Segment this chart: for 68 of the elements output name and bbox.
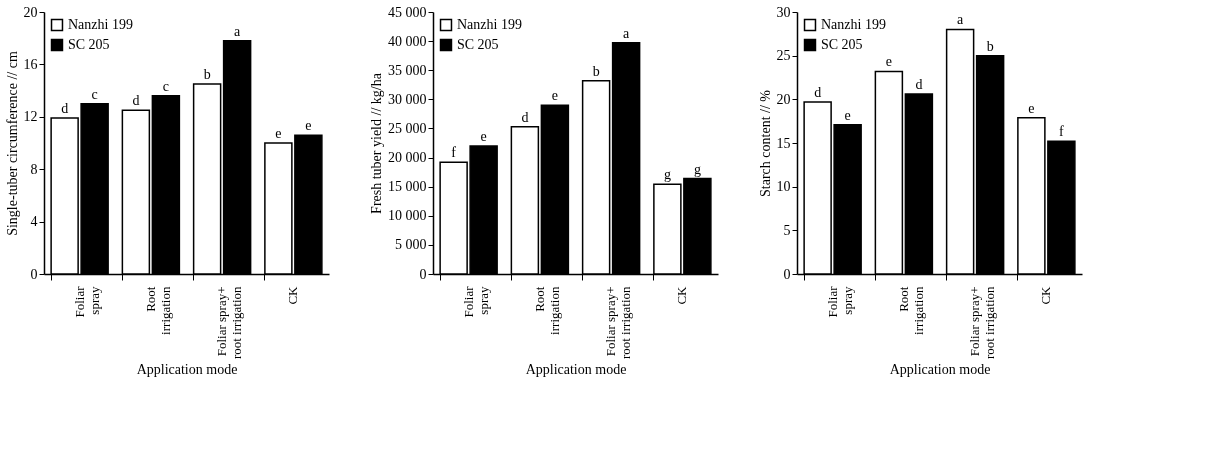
- y-tick-label: 4: [30, 214, 38, 230]
- data-label: e: [844, 107, 851, 123]
- data-label: f: [1059, 124, 1065, 140]
- data-label: a: [957, 12, 965, 28]
- data-label: f: [451, 145, 457, 161]
- y-tick-label: 5: [783, 222, 791, 238]
- x-tick-label: CK: [674, 285, 690, 305]
- legend-label: Nanzhi 199: [457, 17, 522, 32]
- data-label: d: [61, 101, 69, 117]
- x-tick-label: Root irrigation: [531, 286, 562, 335]
- data-label: c: [162, 78, 169, 94]
- y-tick-label: 35 000: [388, 62, 427, 78]
- data-label: e: [275, 126, 282, 141]
- legend-label: Nanzhi 199: [821, 17, 886, 32]
- data-label: b: [592, 63, 600, 79]
- y-tick-label: 0: [783, 266, 791, 282]
- y-axis-title: Single-tuber circumference // cm: [4, 51, 20, 236]
- y-tick-label: 16: [23, 56, 38, 72]
- x-axis-title: Application mode: [136, 362, 238, 378]
- x-tick-label: CK: [285, 285, 301, 305]
- x-tick-label: Foliar spray: [824, 285, 855, 318]
- y-tick-label: 20 000: [388, 150, 427, 166]
- data-label: a: [623, 25, 631, 41]
- x-axis-title: Application mode: [525, 362, 627, 378]
- data-label: e: [551, 88, 558, 104]
- legend-label: SC 205: [821, 37, 863, 52]
- data-label: d: [132, 93, 140, 109]
- y-tick-label: 25: [776, 48, 791, 64]
- data-label: e: [885, 54, 892, 70]
- data-label: e: [305, 118, 312, 134]
- y-tick-label: 20: [23, 4, 38, 20]
- y-tick-label: 20: [776, 91, 791, 107]
- legend-label: SC 205: [457, 37, 499, 52]
- y-tick-label: 10 000: [388, 208, 427, 224]
- y-tick-label: 5 000: [395, 237, 427, 253]
- y-tick-label: 0: [30, 266, 38, 282]
- data-label: a: [234, 23, 242, 39]
- data-label: c: [91, 86, 98, 102]
- y-tick-label: 45 000: [388, 4, 427, 20]
- x-tick-label: Root irrigation: [895, 286, 926, 335]
- data-label: e: [1028, 100, 1035, 116]
- data-label: e: [480, 128, 487, 144]
- y-tick-label: 15: [776, 135, 791, 151]
- y-tick-label: 15 000: [388, 179, 427, 195]
- y-tick-label: 25 000: [388, 120, 427, 136]
- y-tick-label: 12: [23, 109, 38, 125]
- data-label: d: [915, 77, 923, 93]
- y-tick-label: 40 000: [388, 33, 427, 49]
- y-axis-title: Starch content // %: [757, 89, 773, 197]
- x-tick-label: Foliar spray: [71, 285, 102, 318]
- y-tick-label: 8: [30, 161, 38, 177]
- data-label: d: [521, 109, 529, 125]
- legend-label: Nanzhi 199: [68, 17, 133, 32]
- data-label: b: [203, 67, 211, 83]
- x-tick-label: CK: [1038, 285, 1054, 305]
- data-label: g: [693, 161, 701, 177]
- data-label: g: [663, 167, 671, 183]
- y-tick-label: 30 000: [388, 91, 427, 107]
- data-label: b: [986, 38, 994, 54]
- x-tick-label: Foliar spray: [460, 285, 491, 318]
- data-label: d: [814, 84, 822, 100]
- x-axis-title: Application mode: [889, 362, 991, 378]
- y-tick-label: 30: [776, 4, 791, 20]
- legend-label: SC 205: [68, 37, 110, 52]
- y-axis-title: Fresh tuber yield // kg/ha: [369, 72, 384, 214]
- y-tick-label: 0: [419, 266, 427, 282]
- x-tick-label: Root irrigation: [142, 286, 173, 335]
- y-tick-label: 10: [776, 179, 791, 195]
